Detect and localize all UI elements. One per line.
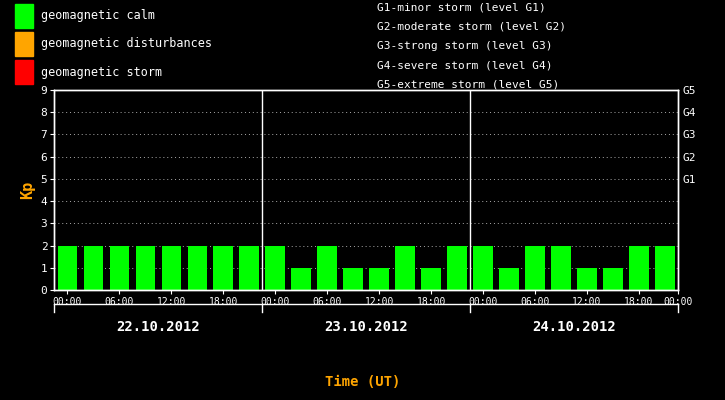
- Bar: [525, 246, 544, 290]
- Bar: [369, 268, 389, 290]
- Bar: [577, 268, 597, 290]
- Text: geomagnetic calm: geomagnetic calm: [41, 9, 154, 22]
- Text: 22.10.2012: 22.10.2012: [117, 320, 200, 334]
- Text: 24.10.2012: 24.10.2012: [532, 320, 616, 334]
- Bar: [500, 268, 519, 290]
- Bar: [473, 246, 493, 290]
- Bar: [344, 268, 363, 290]
- Bar: [655, 246, 675, 290]
- Bar: [629, 246, 649, 290]
- Text: G5-extreme storm (level G5): G5-extreme storm (level G5): [377, 80, 559, 90]
- Bar: [239, 246, 259, 290]
- Bar: [162, 246, 181, 290]
- Bar: [318, 246, 337, 290]
- Bar: [447, 246, 467, 290]
- Bar: [57, 246, 77, 290]
- Bar: [551, 246, 571, 290]
- Bar: [136, 246, 155, 290]
- Text: 23.10.2012: 23.10.2012: [324, 320, 408, 334]
- Text: G1-minor storm (level G1): G1-minor storm (level G1): [377, 2, 546, 12]
- Text: geomagnetic storm: geomagnetic storm: [41, 66, 162, 79]
- Bar: [395, 246, 415, 290]
- Bar: [421, 268, 441, 290]
- Bar: [14, 4, 33, 28]
- Bar: [14, 32, 33, 56]
- Bar: [603, 268, 623, 290]
- Bar: [265, 246, 285, 290]
- Bar: [213, 246, 233, 290]
- Bar: [291, 268, 311, 290]
- Bar: [188, 246, 207, 290]
- Text: G3-strong storm (level G3): G3-strong storm (level G3): [377, 41, 552, 51]
- Text: geomagnetic disturbances: geomagnetic disturbances: [41, 38, 212, 50]
- Text: G4-severe storm (level G4): G4-severe storm (level G4): [377, 60, 552, 70]
- Y-axis label: Kp: Kp: [20, 181, 35, 199]
- Bar: [109, 246, 129, 290]
- Bar: [83, 246, 103, 290]
- Text: G2-moderate storm (level G2): G2-moderate storm (level G2): [377, 21, 566, 31]
- Bar: [14, 60, 33, 84]
- Text: Time (UT): Time (UT): [325, 375, 400, 389]
